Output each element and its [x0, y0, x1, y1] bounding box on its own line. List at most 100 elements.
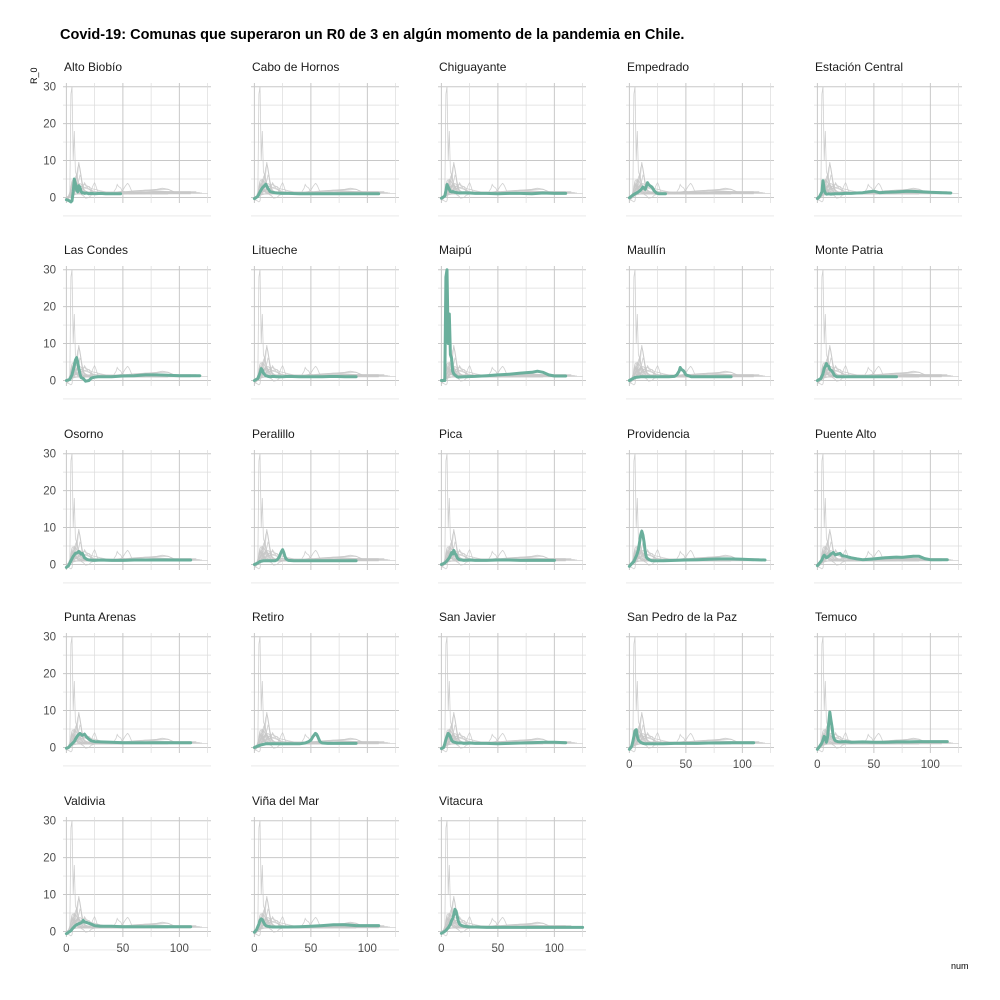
y-tick-label: 20	[43, 853, 56, 865]
highlight-line-osorno	[64, 550, 193, 569]
gridlines	[438, 633, 586, 767]
x-tick-label: 100	[358, 943, 377, 955]
highlight-line-puente-alto	[815, 551, 949, 568]
panel-san-pedro-de-la-paz: San Pedro de la Paz 0 50 100	[626, 610, 774, 771]
panel-title: Retiro	[252, 610, 284, 624]
panel-title: Las Condes	[64, 243, 128, 257]
x-tick-label: 100	[170, 943, 189, 955]
gridlines	[251, 266, 399, 400]
panel-title: Osorno	[64, 427, 104, 441]
gridlines	[814, 266, 962, 400]
panel-title: Peralillo	[252, 427, 295, 441]
panel-title: Maipú	[439, 243, 472, 257]
highlight-line-maipu	[439, 268, 568, 382]
series-line-san-pedro-de-la-paz	[254, 361, 379, 383]
panel-title: San Javier	[439, 610, 496, 624]
highlight-line-punta-arenas	[64, 731, 193, 750]
highlight-line-litueche	[252, 367, 358, 382]
highlight-line-san-javier	[439, 731, 568, 751]
x-tick-label: 0	[438, 943, 444, 955]
panel-retiro: Retiro	[251, 610, 399, 767]
x-tick-label: 50	[867, 759, 880, 771]
series-line-temuco	[441, 344, 572, 383]
panel-litueche: Litueche	[251, 243, 399, 400]
panel-title: Chiguayante	[439, 60, 507, 74]
series-line-temuco	[629, 344, 760, 383]
x-tick-label: 50	[491, 943, 504, 955]
panel-peralillo: Peralillo	[251, 427, 399, 584]
y-tick-label: 30	[43, 265, 56, 277]
highlight-line-valdivia	[64, 918, 193, 936]
gridlines	[63, 266, 211, 400]
series-line-puente-alto	[441, 735, 572, 749]
series-line-san-pedro-de-la-paz	[66, 728, 191, 750]
panel-alto-biobio: Alto Biobío 0 10 20 30	[43, 60, 211, 217]
panel-punta-arenas: Punta Arenas 0 10 20 30	[43, 610, 211, 767]
series-line-vitacura	[817, 357, 959, 383]
series-line-vitacura	[629, 174, 771, 200]
panel-title: Estación Central	[815, 60, 903, 74]
y-tick-label: 30	[43, 632, 56, 644]
series-line-san-pedro-de-la-paz	[66, 178, 191, 200]
highlight-line-monte-patria	[815, 362, 898, 382]
highlight-line-vitacura	[439, 907, 585, 935]
y-tick-label: 10	[43, 706, 56, 718]
y-tick-label: 0	[50, 926, 56, 938]
panel-puente-alto: Puente Alto	[814, 427, 962, 584]
series-line-puente-alto	[254, 735, 385, 749]
highlight-line-las-condes	[64, 356, 202, 383]
series-line-puente-alto	[441, 919, 572, 933]
highlight-line-providencia	[627, 529, 767, 568]
gridlines	[626, 266, 774, 400]
x-tick-label: 100	[545, 943, 564, 955]
series-line-san-pedro-de-la-paz	[629, 545, 754, 567]
panel-title: Cabo de Hornos	[252, 60, 339, 74]
highlight-line-chiguayante	[439, 183, 568, 200]
highlight-line-vina-del-mar	[252, 917, 381, 934]
x-tick-label: 50	[304, 943, 317, 955]
chart-title: Covid-19: Comunas que superaron un R0 de…	[60, 27, 685, 43]
gridlines	[814, 450, 962, 584]
series-line-puente-alto	[629, 185, 760, 199]
series-line-san-pedro-de-la-paz	[254, 178, 379, 200]
y-tick-label: 10	[43, 156, 56, 168]
gridlines	[626, 450, 774, 584]
gridlines	[251, 450, 399, 584]
series-line-vina-del-mar	[441, 918, 566, 933]
gridlines	[438, 83, 586, 217]
series-line-san-pedro-de-la-paz	[629, 361, 754, 383]
y-tick-label: 20	[43, 486, 56, 498]
panel-san-javier: San Javier	[438, 610, 586, 767]
x-tick-label: 0	[626, 759, 632, 771]
panel-title: Pica	[439, 427, 463, 441]
panel-estacion-central: Estación Central	[814, 60, 962, 217]
highlight-line-alto-biobio	[64, 177, 123, 204]
highlight-line-pica	[439, 548, 556, 566]
series-line-puente-alto	[254, 919, 385, 933]
panel-cabo-de-hornos: Cabo de Hornos	[251, 60, 399, 217]
series-line-san-pedro-de-la-paz	[441, 545, 566, 567]
panel-las-condes: Las Condes 0 10 20 30	[43, 243, 211, 400]
series-line-temuco	[629, 161, 760, 200]
gridlines	[814, 633, 962, 767]
gridlines	[438, 450, 586, 584]
highlight-line-cabo-de-hornos	[252, 182, 381, 201]
panel-chiguayante: Chiguayante	[438, 60, 586, 217]
series-line-san-pedro-de-la-paz	[254, 545, 379, 567]
series-line-vina-del-mar	[66, 734, 191, 749]
panel-monte-patria: Monte Patria	[814, 243, 962, 400]
highlight-line-san-pedro-de-la-paz	[627, 728, 756, 751]
series-line-san-pedro-de-la-paz	[817, 361, 942, 383]
series-line-vitacura	[817, 174, 959, 200]
y-tick-label: 10	[43, 890, 56, 902]
panel-vitacura: Vitacura 0 50 100	[438, 794, 586, 955]
y-tick-label: 0	[50, 192, 56, 204]
panel-title: Monte Patria	[815, 243, 883, 257]
highlight-line-temuco	[815, 710, 949, 751]
x-tick-label: 0	[63, 943, 69, 955]
x-tick-label: 100	[921, 759, 940, 771]
y-tick-label: 0	[50, 742, 56, 754]
panel-valdivia: Valdivia 0 10 20 30 0 50 100	[43, 794, 211, 955]
series-line-vina-del-mar	[66, 551, 191, 566]
